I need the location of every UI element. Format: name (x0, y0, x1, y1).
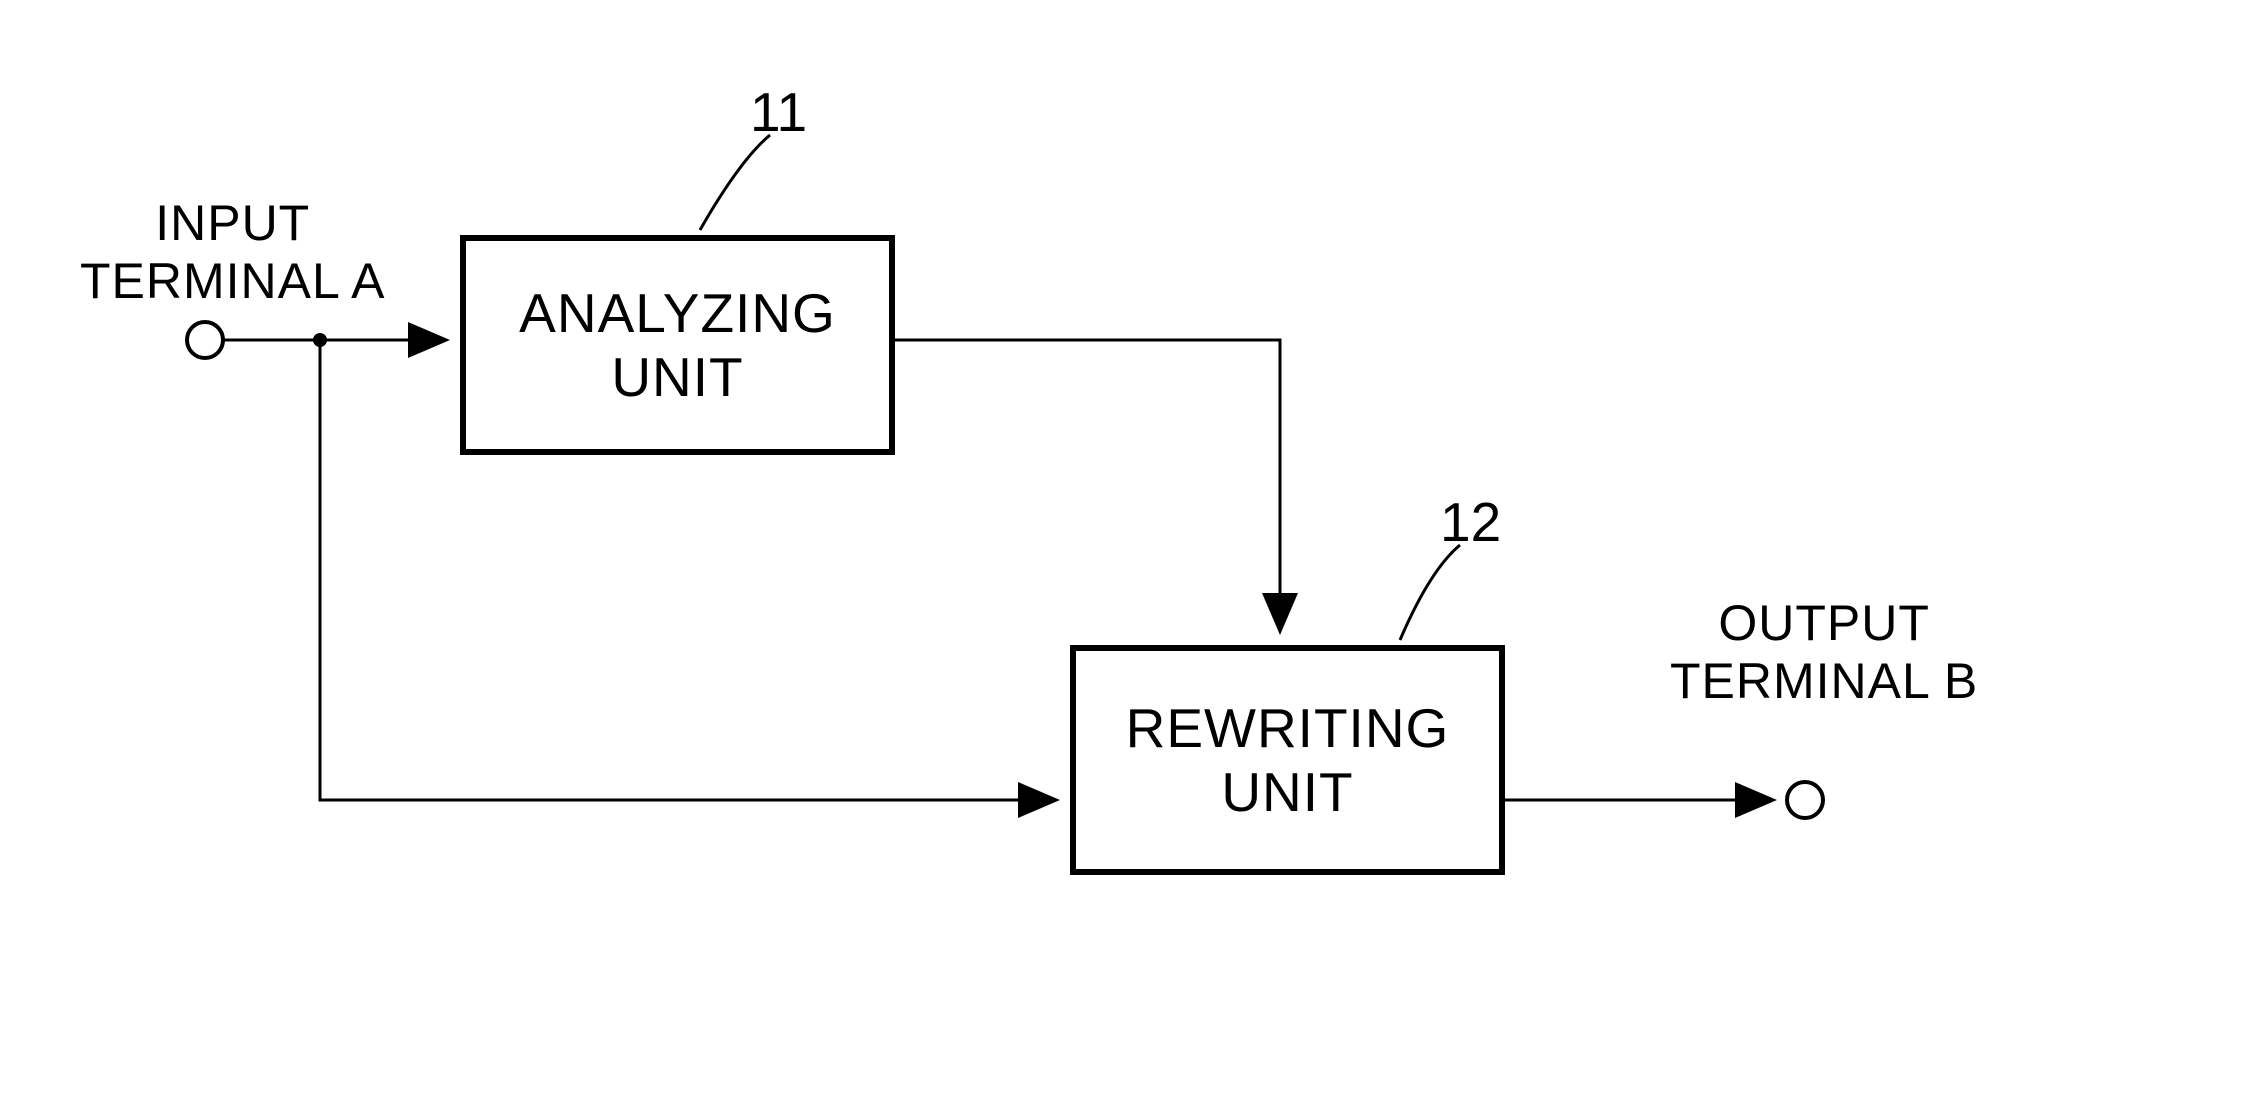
rewriting-unit-block: REWRITING UNIT (1070, 645, 1505, 875)
ref-label-12: 12 (1440, 490, 1501, 554)
analyzing-unit-label-line1: ANALYZING (519, 282, 836, 344)
analyzing-unit-label-line2: UNIT (611, 346, 743, 408)
output-terminal-icon (1787, 782, 1823, 818)
input-terminal-label: INPUT TERMINAL A (80, 195, 385, 310)
output-terminal-label-line1: OUTPUT (1718, 595, 1930, 651)
junction-dot (313, 333, 327, 347)
input-terminal-icon (187, 322, 223, 358)
edge-analyzing-to-rewriting (895, 340, 1280, 629)
output-terminal-label: OUTPUT TERMINAL B (1670, 595, 1978, 710)
input-terminal-label-line2: TERMINAL A (80, 253, 385, 309)
rewriting-unit-label-line2: UNIT (1221, 761, 1353, 823)
block-diagram: INPUT TERMINAL A ANALYZING UNIT 11 REWRI… (0, 0, 2250, 1120)
input-terminal-label-line1: INPUT (155, 195, 310, 251)
diagram-svg (0, 0, 2250, 1120)
rewriting-unit-label-line1: REWRITING (1126, 697, 1450, 759)
ref-leader-12 (1400, 545, 1460, 640)
analyzing-unit-block: ANALYZING UNIT (460, 235, 895, 455)
ref-leader-11 (700, 135, 770, 230)
ref-label-11: 11 (750, 80, 807, 144)
output-terminal-label-line2: TERMINAL B (1670, 653, 1978, 709)
